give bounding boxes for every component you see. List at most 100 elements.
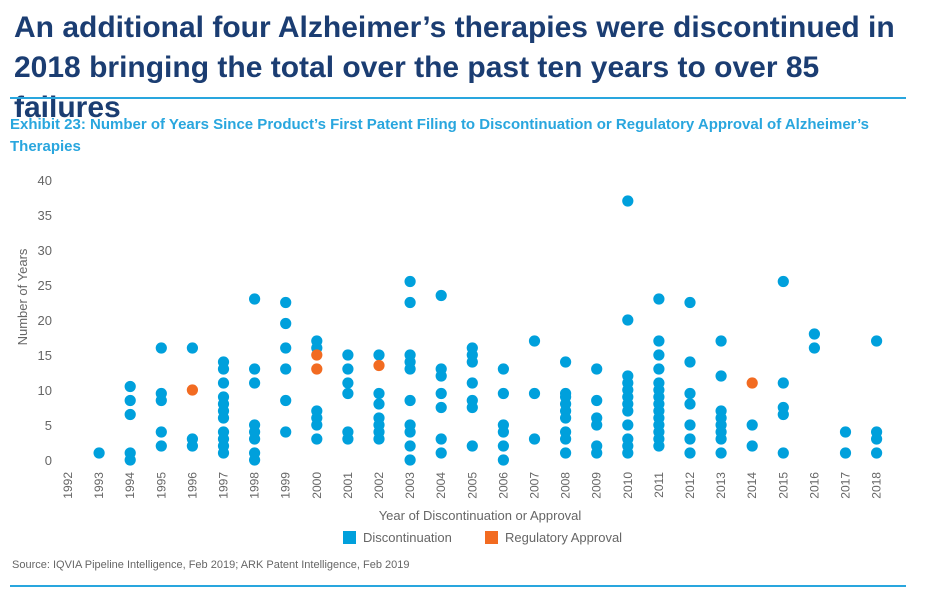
discontinuation-point	[435, 433, 447, 445]
discontinuation-point	[497, 440, 509, 452]
discontinuation-point	[560, 356, 572, 368]
x-tick-label: 2003	[403, 472, 417, 499]
x-tick-label: 2013	[714, 472, 728, 499]
discontinuation-point	[466, 342, 478, 354]
x-tick-label: 2008	[559, 472, 573, 499]
legend-label-discontinuation: Discontinuation	[363, 530, 452, 545]
discontinuation-point	[435, 289, 447, 302]
discontinuation-point	[622, 419, 634, 431]
x-tick-label: 2006	[496, 472, 510, 499]
discontinuation-point	[342, 377, 354, 389]
discontinuation-point	[622, 433, 634, 445]
discontinuation-point	[528, 335, 541, 347]
discontinuation-point	[777, 377, 789, 389]
discontinuation-point	[404, 440, 416, 452]
regulatory-approval-point	[311, 349, 323, 361]
discontinuation-point	[404, 349, 416, 361]
discontinuation-point	[404, 275, 416, 288]
discontinuation-point	[124, 447, 136, 459]
discontinuation-point	[591, 412, 603, 424]
discontinuation-point	[435, 401, 447, 414]
x-tick-label: 1992	[61, 472, 75, 499]
discontinuation-point	[217, 426, 230, 438]
x-tick-label: 1997	[217, 472, 231, 499]
discontinuation-point	[280, 363, 292, 375]
discontinuation-point	[871, 447, 883, 459]
discontinuation-point	[839, 426, 852, 438]
discontinuation-point	[280, 296, 292, 309]
x-tick-label: 2018	[870, 472, 884, 499]
discontinuation-point	[404, 419, 416, 431]
discontinuation-point	[777, 447, 789, 459]
discontinuation-point	[684, 419, 696, 431]
y-tick-label: 10	[38, 383, 52, 398]
headline-title: An additional four Alzheimer’s therapies…	[14, 11, 895, 124]
discontinuation-point	[311, 433, 323, 445]
x-tick-label: 2017	[839, 472, 853, 499]
discontinuation-point	[280, 394, 292, 407]
source-note: Source: IQVIA Pipeline Intelligence, Feb…	[12, 559, 410, 571]
x-tick-label: 1994	[123, 472, 137, 499]
x-tick-label: 1995	[154, 472, 168, 499]
discontinuation-point	[280, 342, 292, 354]
x-tick-label: 2002	[372, 472, 386, 499]
x-tick-label: 2010	[621, 472, 635, 499]
discontinuation-point	[871, 335, 883, 347]
regulatory-approval-point	[186, 384, 198, 396]
x-tick-label: 1998	[248, 472, 262, 499]
exhibit-title: Exhibit 23: Number of Years Since Produc…	[10, 116, 870, 155]
discontinuation-point	[560, 447, 572, 459]
discontinuation-point	[404, 394, 416, 407]
discontinuation-point	[622, 195, 634, 207]
y-tick-label: 35	[38, 208, 52, 223]
regulatory-approval-point	[311, 363, 323, 375]
x-axis-label: Year of Discontinuation or Approval	[379, 508, 582, 523]
discontinuation-point	[280, 317, 292, 330]
discontinuation-point	[653, 377, 665, 389]
discontinuation-point	[155, 342, 167, 354]
discontinuation-point	[93, 447, 105, 459]
legend-label-regulatory-approval: Regulatory Approval	[505, 530, 622, 545]
discontinuation-point	[808, 328, 821, 340]
discontinuation-point	[684, 356, 696, 368]
discontinuation-point	[560, 426, 572, 438]
discontinuation-point	[684, 433, 696, 445]
discontinuation-point	[155, 440, 167, 452]
x-tick-label: 2007	[528, 472, 542, 499]
discontinuation-point	[373, 412, 385, 424]
y-axis-ticks: 0 5 10 15 20 25 30 35 40	[38, 173, 52, 468]
x-tick-label: 1999	[279, 472, 293, 499]
discontinuation-point	[777, 401, 789, 414]
discontinuation-point	[746, 440, 758, 452]
discontinuation-point	[684, 296, 696, 309]
discontinuation-point	[249, 363, 261, 375]
x-tick-label: 1993	[92, 472, 106, 499]
discontinuation-point	[217, 356, 230, 368]
discontinuation-point	[871, 426, 883, 438]
discontinuation-point	[342, 426, 354, 438]
discontinuation-point	[808, 342, 821, 354]
discontinuation-point	[435, 363, 447, 375]
discontinuation-point	[404, 454, 416, 466]
discontinuation-point	[622, 370, 634, 382]
x-tick-label: 2005	[465, 472, 479, 499]
discontinuation-point	[217, 391, 230, 403]
discontinuation-point	[249, 447, 261, 459]
x-tick-label: 1996	[185, 472, 199, 499]
discontinuation-point	[528, 387, 541, 400]
discontinuation-point	[342, 387, 354, 400]
discontinuation-point	[653, 335, 665, 347]
discontinuation-point	[653, 293, 665, 305]
discontinuation-point	[497, 387, 509, 400]
x-tick-label: 2015	[776, 472, 790, 499]
discontinuation-point	[435, 387, 447, 400]
discontinuation-point	[124, 380, 136, 393]
discontinuation-point	[249, 293, 261, 305]
x-axis-ticks: 1992 1993 1994 1995 1996 1997 1998 1999 2000 2001…	[61, 472, 884, 499]
bottom-divider	[10, 585, 906, 587]
discontinuation-point	[591, 394, 603, 407]
discontinuation-point	[622, 314, 634, 326]
discontinuation-point	[311, 335, 323, 347]
x-tick-label: 2016	[807, 472, 821, 499]
